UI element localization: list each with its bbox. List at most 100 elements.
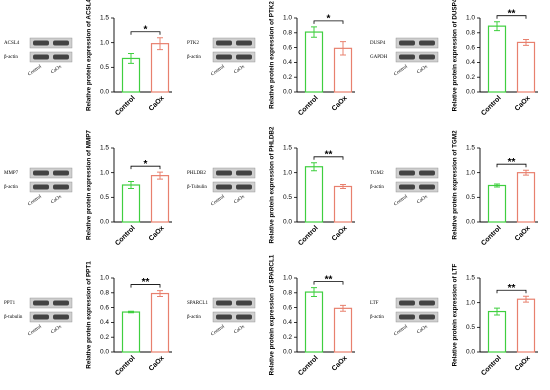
blot-strip [212, 311, 256, 323]
blot-lane-label: CaOx [416, 194, 429, 205]
x-tick-label: Control [480, 225, 503, 248]
blot-strip [29, 181, 73, 193]
blot-protein-label: β-actin [370, 315, 384, 320]
blot-strip [212, 51, 256, 63]
y-tick-label: 0.8 [283, 290, 292, 297]
error-bar [340, 184, 346, 189]
blot-band [53, 300, 69, 306]
significance-bracket [313, 156, 344, 160]
y-tick-label: 0.5 [100, 194, 109, 201]
y-tick-label: 1.0 [100, 169, 109, 176]
blot-band [216, 184, 232, 190]
blot-lane-label: Control [27, 324, 43, 337]
y-tick-label: 1.0 [283, 15, 292, 22]
error-bar [340, 304, 346, 312]
x-tick-label: CaOx [331, 225, 349, 243]
blot-band [216, 170, 232, 176]
y-tick-label: 0.0 [283, 349, 292, 356]
error-bar [523, 38, 529, 46]
y-tick-label: 1.0 [100, 275, 109, 282]
x-tick-label: CaOx [514, 355, 532, 373]
y-tick-label: 1.0 [466, 15, 475, 22]
blot-strip [29, 51, 73, 63]
y-tick-label: 1.5 [466, 145, 475, 152]
blot-lane-label: CaOx [416, 324, 429, 335]
error-bar [494, 183, 500, 188]
blot-lane-label: Control [27, 194, 43, 207]
y-tick-label: 1.0 [283, 169, 292, 176]
blot-protein-label: LTF [370, 301, 379, 306]
blot-lane-label: CaOx [50, 194, 63, 205]
blot-lane-label: Control [210, 324, 226, 337]
blot-strip [29, 37, 73, 49]
significance-label: ** [508, 283, 516, 294]
significance-label: ** [325, 274, 333, 285]
error-bar [311, 162, 317, 172]
blot-band [419, 170, 435, 176]
y-axis-label: Relative protein expression of PHLDB2 [269, 126, 276, 243]
y-axis-label: Relative protein expression of PPT1 [86, 261, 93, 369]
blot-strip [212, 37, 256, 49]
y-tick-label: 0.0 [283, 89, 292, 96]
y-tick-label: 0.2 [283, 334, 292, 341]
blot-lane-label: Control [393, 64, 409, 77]
significance-bracket [313, 281, 344, 285]
significance-label: * [144, 159, 148, 170]
y-axis-label: Relative protein expression of DUSP4 [452, 0, 459, 111]
blot-strip [395, 181, 439, 193]
blot-band [236, 170, 252, 176]
y-tick-label: 0.0 [466, 219, 475, 226]
blot-protein-label: PTK2 [187, 41, 199, 46]
y-tick-label: 1.5 [100, 145, 109, 152]
bar [150, 175, 170, 223]
x-tick-label: Control [114, 95, 137, 118]
blot-band [53, 54, 69, 60]
y-tick-label: 0.6 [100, 304, 109, 311]
blot-protein-label: β-actin [4, 185, 18, 190]
significance-bracket [130, 284, 161, 288]
blot-band [33, 314, 49, 320]
x-tick-label: CaOx [514, 225, 532, 243]
blot-band [53, 184, 69, 190]
y-tick-label: 1.0 [100, 39, 109, 46]
blot-band [236, 314, 252, 320]
error-bar [494, 307, 500, 316]
blot-protein-label: β-actin [370, 185, 384, 190]
blot-band [419, 40, 435, 46]
significance-label: ** [508, 8, 516, 19]
error-bar [157, 171, 163, 180]
significance-bracket [313, 20, 344, 24]
y-tick-label: 1.0 [283, 275, 292, 282]
y-tick-label: 0.5 [283, 194, 292, 201]
bar [516, 41, 536, 93]
blot-band [216, 314, 232, 320]
y-axis-label: Relative protein expression of TGM2 [452, 130, 459, 240]
y-tick-label: 1.5 [100, 15, 109, 22]
blot-strip [212, 181, 256, 193]
y-tick-label: 0.8 [283, 30, 292, 37]
blot-lane-label: CaOx [416, 64, 429, 75]
blot-band [419, 314, 435, 320]
blot-lane-label: CaOx [50, 64, 63, 75]
blot-protein-label: ACSL4 [4, 41, 20, 46]
blot-lane-label: Control [210, 64, 226, 77]
blot-band [399, 300, 415, 306]
error-bar [157, 37, 163, 51]
blot-protein-label: GAPDH [370, 55, 388, 60]
error-bar [128, 53, 134, 64]
y-tick-label: 0.8 [100, 290, 109, 297]
x-tick-label: CaOx [331, 95, 349, 113]
y-tick-label: 0.6 [466, 44, 475, 51]
blot-band [419, 184, 435, 190]
y-tick-label: 0.2 [283, 74, 292, 81]
blot-lane-label: Control [210, 194, 226, 207]
bar [516, 172, 536, 223]
x-tick-label: Control [480, 95, 503, 118]
y-tick-label: 0.4 [283, 319, 292, 326]
blot-band [399, 184, 415, 190]
y-tick-label: 0.5 [466, 324, 475, 331]
blot-protein-label: MMP7 [4, 171, 19, 176]
significance-label: ** [142, 277, 150, 288]
blot-band [33, 184, 49, 190]
